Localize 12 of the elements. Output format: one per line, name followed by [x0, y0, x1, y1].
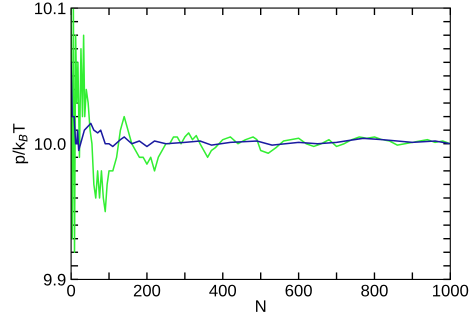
line-series — [71, 62, 450, 152]
x-tick-label: 0 — [67, 284, 76, 296]
y-axis-title: p/k$_{B}$T — [12, 124, 28, 164]
x-axis-title: N — [256, 300, 266, 312]
x-tick-label: 400 — [209, 284, 236, 296]
y-tick-label: 9.9 — [44, 274, 66, 286]
x-tick-label: 800 — [361, 284, 388, 296]
x-tick-label: 200 — [134, 284, 160, 296]
y-tick-label: 10.0 — [35, 138, 66, 150]
y-tick-label: 10.1 — [35, 2, 66, 14]
x-tick-label: 600 — [286, 284, 312, 296]
x-tick-label: 1000 — [433, 284, 468, 296]
